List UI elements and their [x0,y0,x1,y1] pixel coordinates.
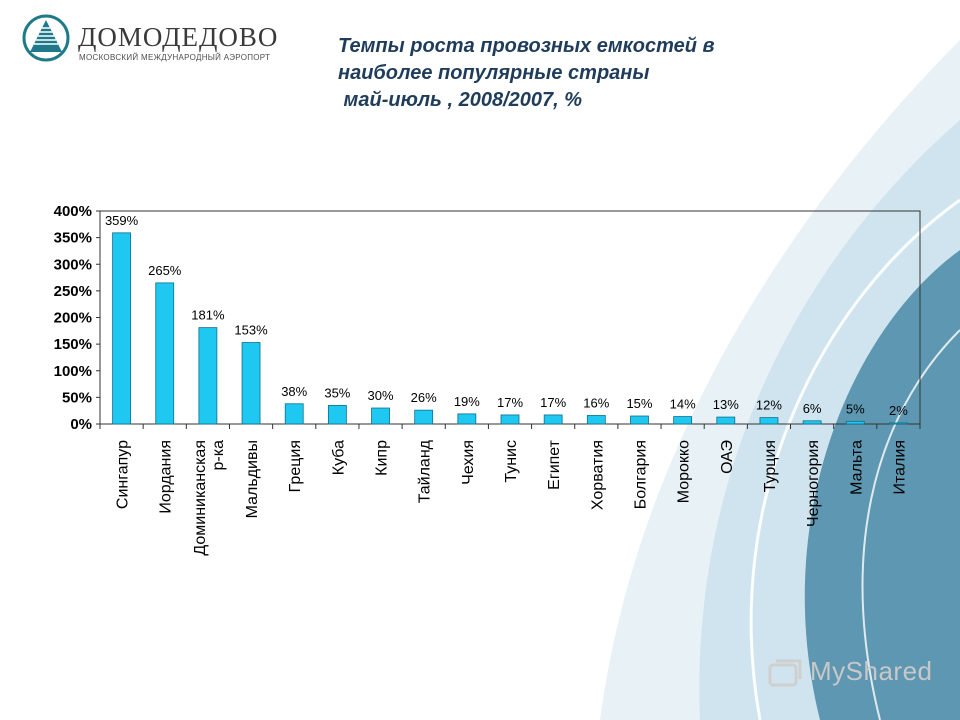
x-category-label: Доминиканская [192,440,209,556]
bar-data-label: 6% [803,401,822,416]
x-category-label: Кипр [374,440,391,476]
bar [845,420,865,425]
bar [586,415,606,425]
y-tick-label: 400% [54,203,92,220]
bar [716,416,736,425]
bar-data-label: 153% [234,323,268,338]
bar-data-label: 2% [889,403,908,418]
y-tick-label: 300% [54,256,92,273]
y-tick-label: 0% [70,416,92,433]
bar-data-label: 13% [713,397,739,412]
title-line-2: наиболее популярные страны [338,62,650,84]
y-tick-label: 50% [62,389,92,406]
y-tick-label: 150% [54,336,92,353]
x-category-label: Куба [330,440,347,475]
bar [802,420,822,425]
bar-data-label: 17% [497,395,523,410]
bar-data-label: 19% [454,394,480,409]
bar [112,232,131,425]
bar-data-label: 359% [105,213,139,228]
bar-data-label: 26% [411,390,437,405]
bar-data-label: 17% [540,395,566,410]
x-category-label: Мальдивы [244,440,261,518]
logo-name: ДОМОДЕДОВО [78,22,279,52]
y-tick-label: 200% [54,310,92,327]
bar [327,404,347,425]
y-tick-label: 250% [54,283,92,300]
bar [759,417,779,425]
bar [500,414,520,425]
x-category-label: Турция [762,440,779,492]
x-category-label: Италия [891,440,908,494]
x-category-label: Черногория [805,440,822,527]
bar-data-label: 15% [626,396,652,411]
bar [414,409,434,425]
x-category-label: Мальта [848,440,865,495]
title-line-3: май-июль , 2008/2007, % [338,89,583,111]
watermark-text: MyShared [810,656,933,686]
bar [630,415,649,425]
y-tick-label: 350% [54,230,92,247]
bar-data-label: 30% [368,388,394,403]
bar-data-label: 5% [846,401,865,416]
bar-data-label: 14% [670,397,696,412]
slide-title: Темпы роста провозных емкостей в наиболе… [338,33,818,114]
bar-data-label: 181% [191,308,225,323]
bar-data-label: 12% [756,398,782,413]
x-category-label: р-ка [210,440,227,471]
bar [198,327,218,425]
bar [241,342,261,425]
bar [543,414,563,425]
bar [889,422,908,425]
bar [371,407,390,425]
bar [284,403,304,425]
x-category-label: Тайланд [417,439,434,503]
bar [457,413,477,425]
x-category-label: Морокко [676,440,693,503]
x-category-label: Болгария [632,440,649,509]
x-category-label: Тунис [503,440,520,483]
bar-data-label: 16% [583,395,609,410]
bar [673,416,693,425]
x-category-label: Сингапур [115,440,132,509]
x-category-label: Чехия [460,440,477,485]
bar-data-label: 35% [324,385,350,400]
bar [155,282,175,425]
logo-subtitle: МОСКОВСКИЙ МЕЖДУНАРОДНЫЙ АЭРОПОРТ [79,53,271,62]
x-category-label: Греция [287,440,304,492]
y-tick-label: 100% [54,363,92,380]
myshared-logo-icon [768,659,802,687]
bar-data-label: 265% [148,263,182,278]
x-category-label: Египет [546,439,563,489]
x-category-label: Иордания [158,440,175,514]
x-category-label: Хорватия [589,440,606,510]
title-line-1: Темпы роста провозных емкостей в [338,35,715,57]
x-category-label: ОАЭ [719,440,736,474]
bar-data-label: 38% [281,384,307,399]
domodedovo-logo: ДОМОДЕДОВО МОСКОВСКИЙ МЕЖДУНАРОДНЫЙ АЭРО… [22,14,302,74]
airport-logo-icon [22,14,70,62]
